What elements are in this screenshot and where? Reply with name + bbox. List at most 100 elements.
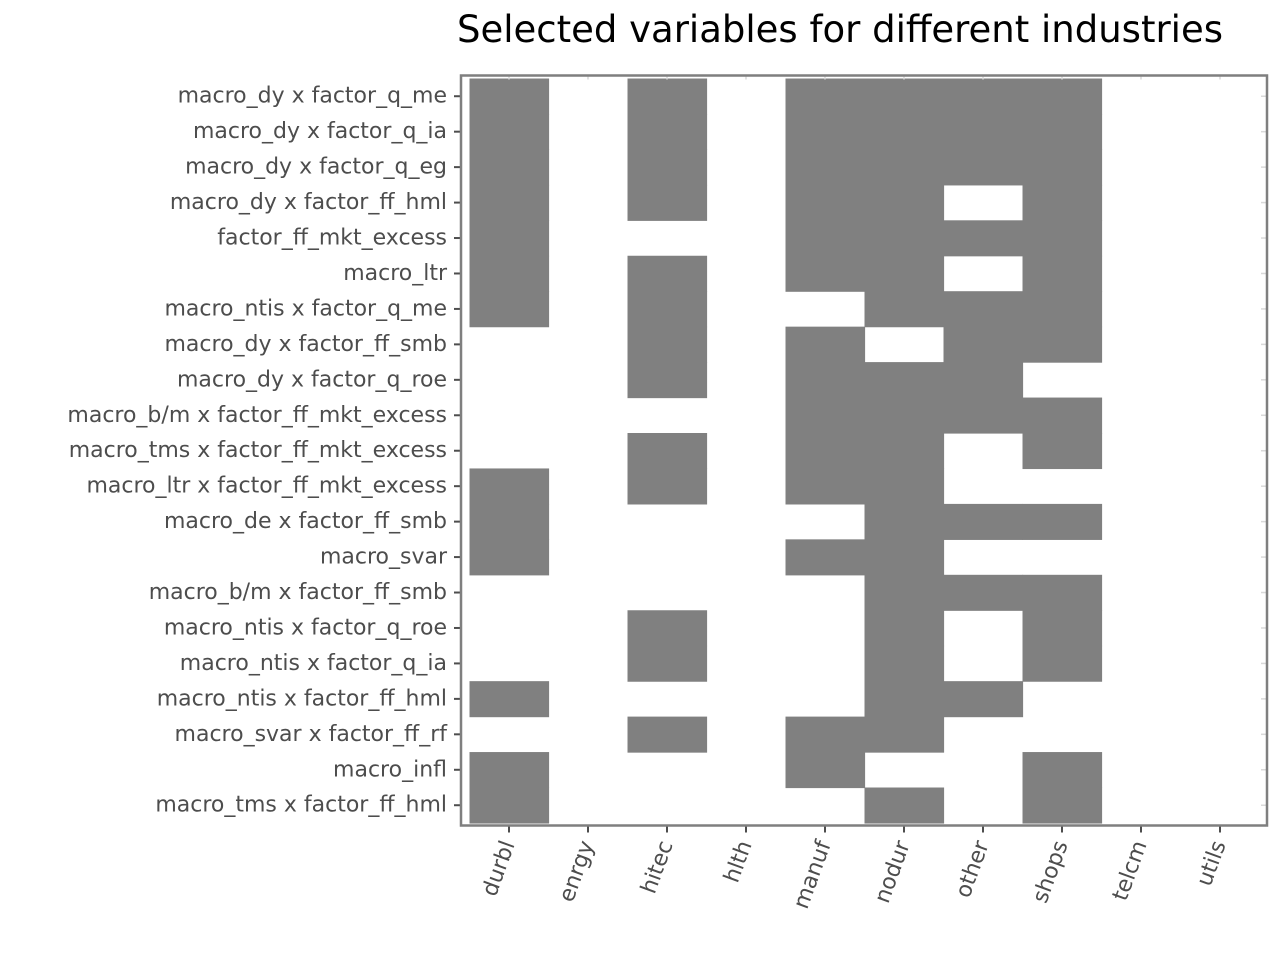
heatmap-cell — [469, 220, 550, 257]
heatmap-cell — [1022, 149, 1103, 186]
heatmap-cell — [469, 503, 550, 540]
heatmap-cell — [627, 326, 708, 363]
heatmap-cell — [864, 574, 945, 611]
x-tick-label: durbl — [478, 838, 521, 900]
y-tick-label: macro_tms x factor_ff_hml — [155, 793, 447, 818]
heatmap-cell — [864, 113, 945, 150]
heatmap-cell — [1022, 255, 1103, 292]
y-tick-label: macro_ntis x factor_q_me — [164, 296, 447, 321]
heatmap-cell — [785, 113, 866, 150]
x-tick-label: utils — [1192, 838, 1231, 890]
heatmap-cell — [864, 503, 945, 540]
heatmap-cell — [1022, 752, 1103, 789]
y-tick-label: macro_de x factor_ff_smb — [164, 509, 447, 534]
y-tick-label: macro_b/m x factor_ff_mkt_excess — [67, 403, 447, 428]
x-tick-label: other — [951, 837, 995, 902]
heatmap-cell — [1022, 574, 1103, 611]
heatmap-cell — [785, 397, 866, 434]
heatmap-cell — [864, 78, 945, 115]
heatmap-cell — [864, 645, 945, 682]
heatmap-cell — [785, 716, 866, 753]
heatmap-cell — [943, 681, 1024, 718]
y-tick-label: macro_infl — [333, 757, 447, 782]
heatmap-cell — [469, 291, 550, 328]
x-tick-label: shops — [1028, 838, 1073, 907]
x-tick-label: telcm — [1108, 838, 1153, 905]
heatmap-cell — [469, 539, 550, 576]
y-axis: macro_dy x factor_q_me macro_dy x factor_… — [67, 84, 1267, 818]
heatmap-cell — [1022, 610, 1103, 647]
heatmap-cell — [864, 220, 945, 257]
heatmap-cell — [627, 433, 708, 470]
heatmap-cell — [469, 149, 550, 186]
heatmap-cell — [1022, 433, 1103, 470]
y-tick-label: macro_ltr x factor_ff_mkt_excess — [86, 474, 447, 499]
heatmap-cell — [469, 78, 550, 115]
heatmap-cell — [469, 184, 550, 221]
heatmap-cell — [864, 468, 945, 505]
heatmap-cell — [943, 362, 1024, 399]
heatmap-cell — [785, 326, 866, 363]
y-tick-label: macro_dy x factor_q_ia — [193, 119, 447, 144]
y-tick-label: macro_svar — [320, 545, 448, 570]
heatmap-cell — [864, 539, 945, 576]
y-tick-label: macro_dy x factor_q_eg — [185, 155, 447, 180]
x-tick-label: hlth — [720, 838, 758, 887]
heatmap-cell — [864, 291, 945, 328]
heatmap-cell — [864, 362, 945, 399]
x-tick-label: nodur — [870, 837, 916, 907]
heatmap-cells — [469, 78, 1103, 824]
heatmap-cell — [943, 574, 1024, 611]
heatmap-cell — [627, 468, 708, 505]
heatmap-cell — [1022, 113, 1103, 150]
heatmap-cell — [864, 397, 945, 434]
y-tick-label: macro_b/m x factor_ff_smb — [149, 580, 447, 605]
heatmap-cell — [785, 362, 866, 399]
chart-title: Selected variables for different industr… — [457, 8, 1223, 51]
heatmap-cell — [627, 716, 708, 753]
y-tick-label: macro_dy x factor_q_roe — [177, 367, 447, 392]
heatmap-cell — [864, 149, 945, 186]
heatmap-cell — [627, 184, 708, 221]
plot-panel-border — [459, 74, 1269, 827]
heatmap-cell — [943, 220, 1024, 257]
heatmap-cell — [943, 503, 1024, 540]
heatmap-cell — [864, 681, 945, 718]
heatmap-cell — [864, 610, 945, 647]
heatmap-cell — [627, 113, 708, 150]
heatmap-cell — [785, 255, 866, 292]
heatmap-cell — [864, 716, 945, 753]
heatmap-cell — [627, 610, 708, 647]
heatmap-cell — [864, 433, 945, 470]
heatmap-cell — [1022, 78, 1103, 115]
y-tick-label: macro_ltr — [343, 261, 448, 286]
heatmap-cell — [1022, 220, 1103, 257]
heatmap-cell — [1022, 397, 1103, 434]
heatmap-cell — [943, 78, 1024, 115]
y-tick-label: macro_dy x factor_ff_smb — [165, 332, 448, 357]
heatmap-cell — [785, 220, 866, 257]
heatmap-cell — [864, 184, 945, 221]
heatmap-cell — [864, 255, 945, 292]
heatmap-cell — [627, 645, 708, 682]
heatmap-cell — [469, 681, 550, 718]
heatmap-cell — [1022, 503, 1103, 540]
heatmap-cell — [943, 397, 1024, 434]
y-tick-label: factor_ff_mkt_excess — [217, 226, 447, 251]
heatmap-cell — [1022, 645, 1103, 682]
heatmap-cell — [1022, 291, 1103, 328]
heatmap-cell — [785, 752, 866, 789]
x-tick-label: enrgy — [555, 838, 600, 906]
heatmap-cell — [627, 291, 708, 328]
y-tick-label: macro_dy x factor_ff_hml — [170, 190, 447, 215]
heatmap-cell — [627, 149, 708, 186]
heatmap-cell — [864, 787, 945, 824]
y-tick-label: macro_ntis x factor_q_roe — [164, 615, 447, 640]
y-tick-label: macro_dy x factor_q_me — [178, 84, 447, 109]
heatmap-cell — [943, 291, 1024, 328]
heatmap-cell — [469, 113, 550, 150]
y-tick-label: macro_ntis x factor_q_ia — [180, 651, 447, 676]
x-tick-label: hitec — [637, 838, 679, 898]
